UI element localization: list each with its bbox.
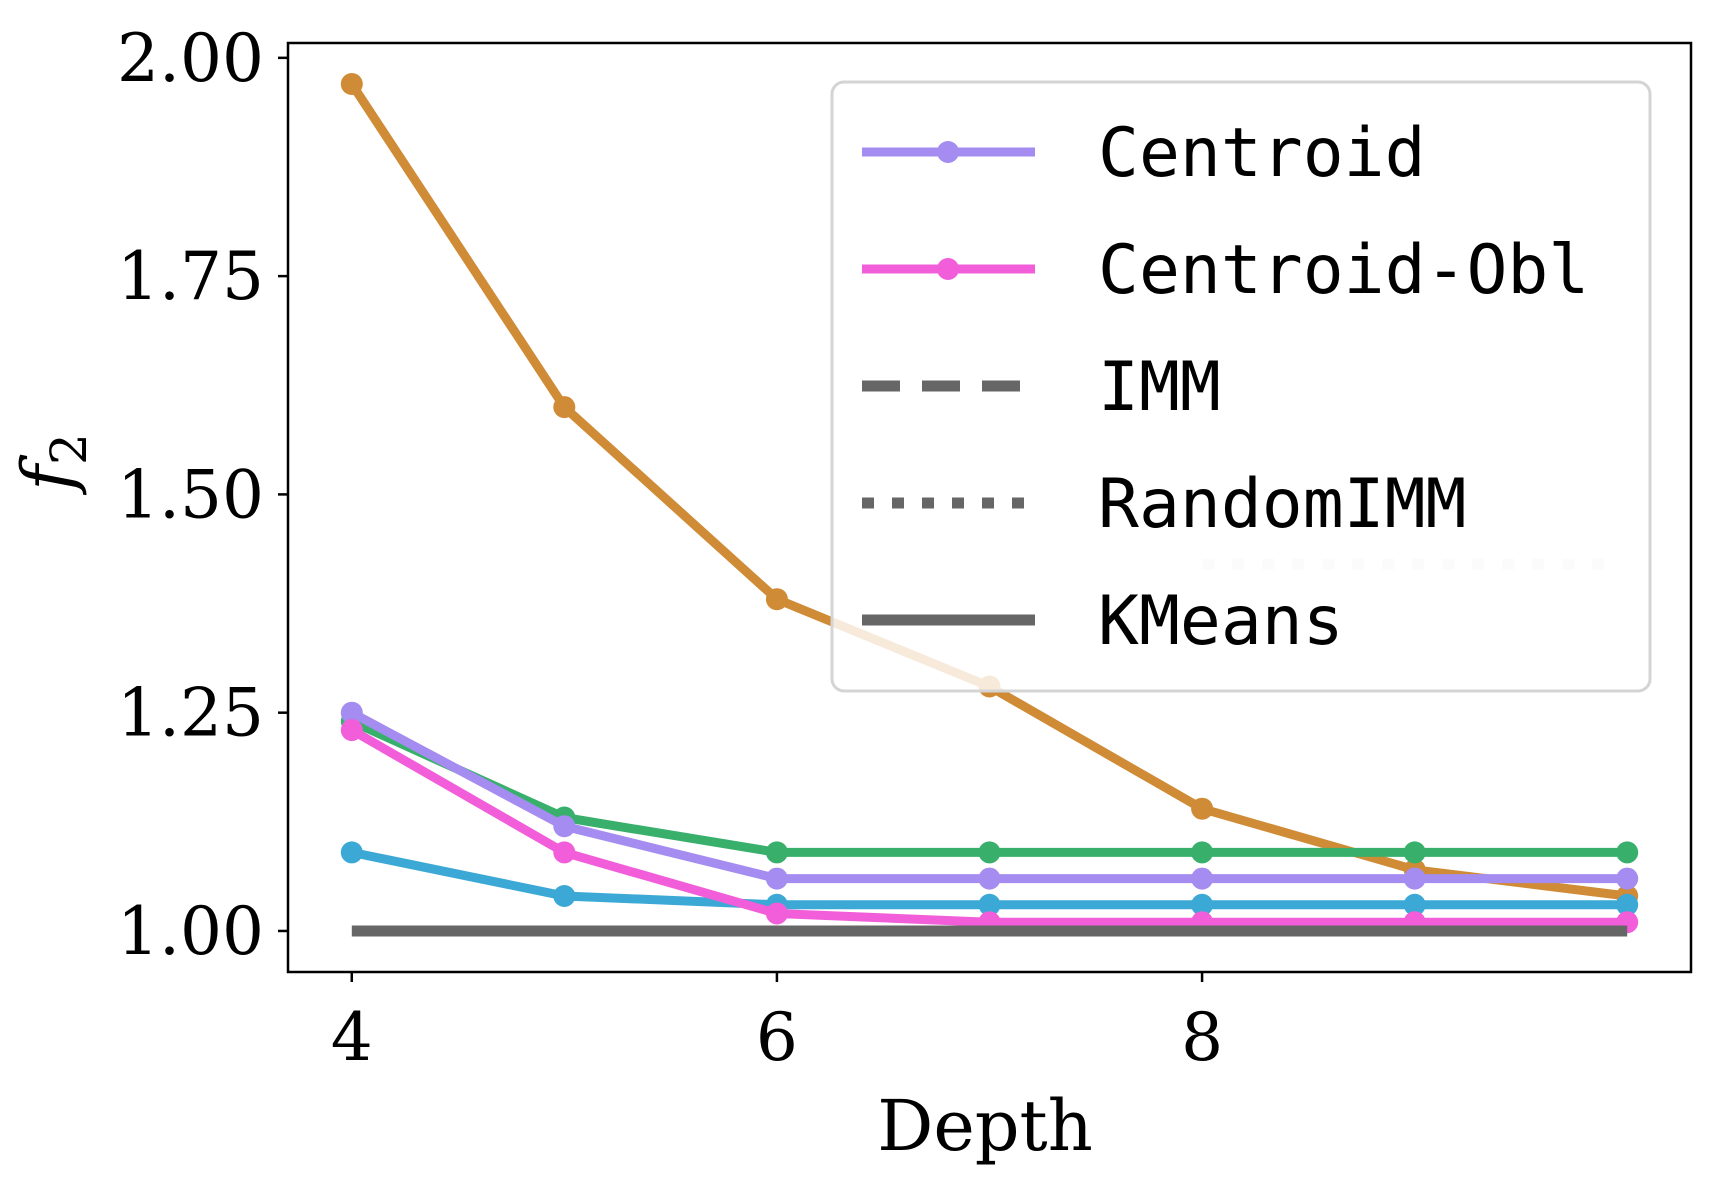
series-layer <box>340 73 1639 937</box>
series-point-centroid-0 <box>340 701 363 724</box>
x-axis-label: Depth <box>877 1085 1093 1167</box>
series-point-centroid-4 <box>1191 867 1214 890</box>
legend-box <box>830 80 1652 693</box>
legend-label-centroid-obl: Centroid-Obl <box>1098 231 1589 310</box>
y-tick-label-1: 1.25 <box>117 675 264 752</box>
series-point-centroid-6 <box>1616 867 1639 890</box>
x-tick-label-2: 8 <box>1181 999 1223 1076</box>
ticks-layer: 4 6 8 1.00 1.25 1.50 1.75 2.00 <box>117 20 1223 1076</box>
series-point-green-2 <box>765 841 788 864</box>
y-tick-label-0: 1.00 <box>117 893 264 970</box>
series-point-centroid-obl-2 <box>765 902 788 925</box>
series-point-cyan-1 <box>553 885 576 907</box>
series-point-cyan-5 <box>1403 893 1426 916</box>
y-axis-label: f2 <box>7 433 98 496</box>
series-point-orange-4 <box>1191 797 1214 820</box>
legend-label-imm: IMM <box>1098 348 1221 427</box>
series-point-orange-1 <box>553 396 576 419</box>
y-tick-label-3: 1.75 <box>117 238 264 315</box>
series-point-cyan-6 <box>1616 893 1639 916</box>
series-point-green-3 <box>978 841 1001 864</box>
series-point-centroid-5 <box>1403 867 1426 890</box>
y-tick-label-2: 1.50 <box>117 456 264 533</box>
legend: Centroid Centroid-Obl IMM RandomIMM KMeans <box>830 80 1652 693</box>
plot-frame <box>286 41 1693 974</box>
series-point-cyan-0 <box>340 841 363 864</box>
x-tick-label-0: 4 <box>331 999 373 1076</box>
legend-label-randomimm: RandomIMM <box>1098 465 1466 544</box>
series-point-orange-0 <box>340 73 363 95</box>
legend-marker-centroid <box>937 141 959 163</box>
series-point-centroid-obl-1 <box>553 841 576 864</box>
series-point-centroid-obl-0 <box>340 719 363 742</box>
series-point-cyan-3 <box>978 893 1001 916</box>
series-point-green-6 <box>1616 841 1639 864</box>
series-point-green-5 <box>1403 841 1426 864</box>
series-point-green-4 <box>1191 841 1214 864</box>
series-point-orange-2 <box>765 588 788 611</box>
legend-marker-centroid-obl <box>937 258 959 280</box>
legend-label-kmeans: KMeans <box>1098 582 1344 661</box>
series-point-centroid-1 <box>553 815 576 838</box>
y-axis-label-subscript: 2 <box>40 433 98 465</box>
legend-label-centroid: Centroid <box>1098 114 1426 193</box>
series-point-centroid-3 <box>978 867 1001 890</box>
series-point-centroid-2 <box>765 867 788 890</box>
series-point-cyan-4 <box>1191 893 1214 916</box>
x-tick-label-1: 6 <box>756 999 798 1076</box>
y-tick-label-4: 2.00 <box>117 20 264 97</box>
